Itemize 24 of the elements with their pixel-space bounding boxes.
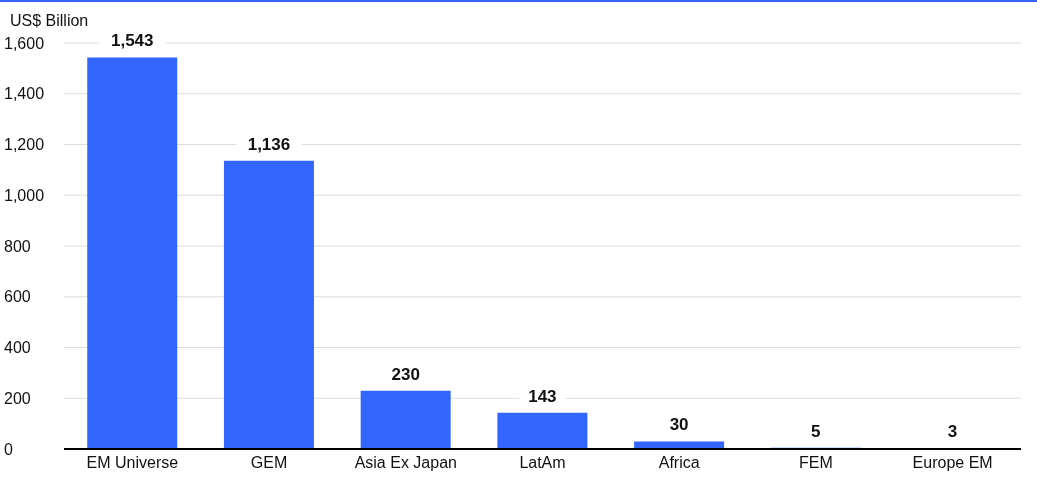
y-tick-label: 400: [4, 339, 31, 357]
y-tick-label: 800: [4, 237, 31, 255]
y-tick-label: 1,600: [4, 34, 45, 52]
data-label: 5: [811, 421, 821, 441]
data-label: 30: [669, 415, 689, 435]
x-tick-label: GEM: [250, 454, 288, 472]
x-tick-label: Asia Ex Japan: [354, 454, 457, 472]
x-tick-label: LatAm: [519, 454, 566, 472]
y-tick-label: 1,200: [4, 136, 45, 154]
y-tick-label: 1,400: [4, 85, 45, 103]
y-tick-label: 200: [4, 389, 31, 407]
data-label: 1,136: [247, 134, 291, 154]
x-tick-label: EM Universe: [86, 454, 179, 472]
x-tick-label: FEM: [799, 454, 833, 472]
y-tick-label: 1,000: [4, 186, 45, 204]
data-label: 230: [391, 364, 420, 384]
x-tick-label: Europe EM: [912, 454, 993, 472]
data-label: 3: [947, 422, 958, 442]
y-tick-label: 600: [4, 288, 31, 306]
data-label: 1,543: [110, 31, 154, 51]
data-label: 143: [528, 386, 557, 406]
y-tick-label: 0: [4, 440, 13, 458]
y-axis-title: US$ Billion: [10, 12, 89, 30]
x-tick-label: Africa: [658, 454, 700, 472]
